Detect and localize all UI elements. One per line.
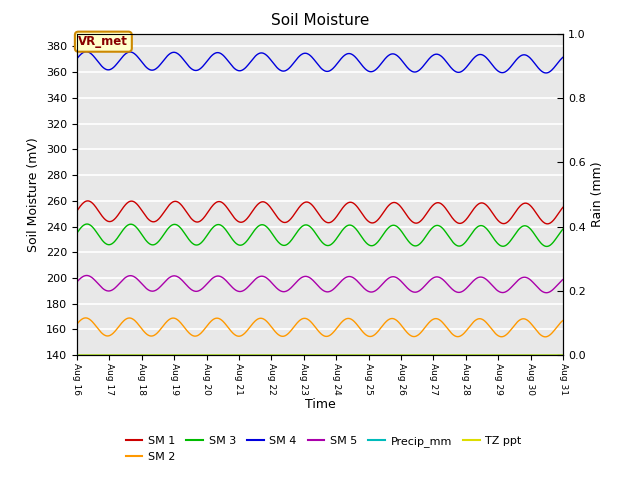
- X-axis label: Time: Time: [305, 397, 335, 410]
- Title: Soil Moisture: Soil Moisture: [271, 13, 369, 28]
- Y-axis label: Soil Moisture (mV): Soil Moisture (mV): [28, 137, 40, 252]
- Legend: SM 1, SM 2, SM 3, SM 4, SM 5, Precip_mm, TZ ppt: SM 1, SM 2, SM 3, SM 4, SM 5, Precip_mm,…: [121, 432, 526, 466]
- Y-axis label: Rain (mm): Rain (mm): [591, 162, 604, 227]
- Text: VR_met: VR_met: [79, 35, 128, 48]
